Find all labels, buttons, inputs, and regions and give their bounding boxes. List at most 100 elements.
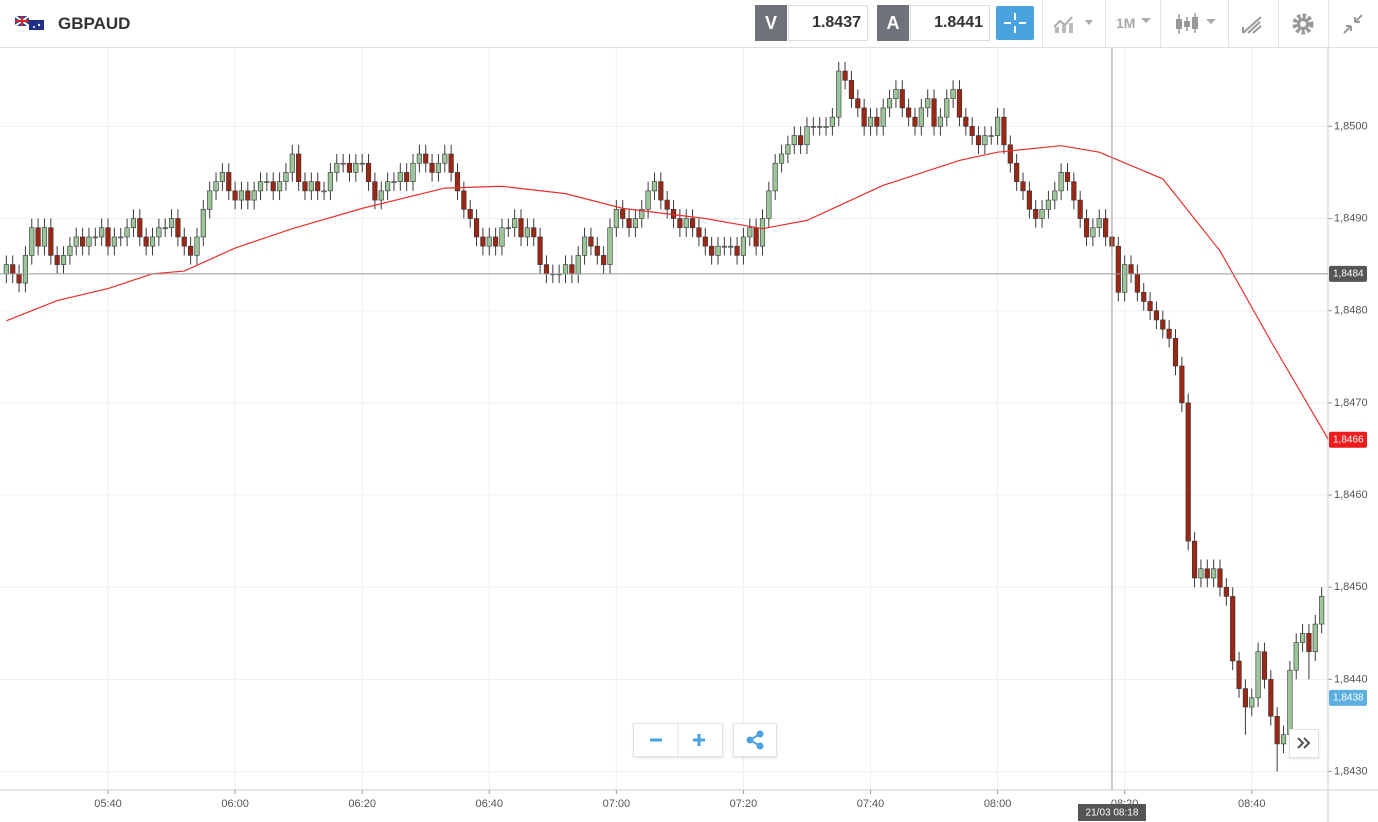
candle-body — [219, 172, 225, 182]
ma-price-tag — [1329, 431, 1367, 448]
candle-body — [569, 264, 575, 275]
candle-body — [1223, 586, 1229, 597]
candle-body — [956, 89, 963, 118]
candle-body — [188, 245, 194, 256]
candle-body — [594, 245, 600, 256]
sell-price[interactable]: 1.8437 — [788, 5, 868, 41]
x-tick-label: 07:20 — [730, 798, 758, 810]
candle-body — [677, 218, 683, 229]
candle-body — [505, 227, 511, 230]
candle-body — [1236, 660, 1242, 689]
candle-body — [473, 218, 480, 238]
sell-button[interactable]: V — [755, 5, 787, 41]
candle-body — [766, 190, 772, 219]
zoom-buttons[interactable] — [634, 724, 722, 756]
candle-style-button[interactable] — [1174, 11, 1220, 37]
candle-body — [918, 107, 924, 127]
candle-body — [982, 135, 988, 146]
scroll-icon — [1297, 737, 1311, 749]
candle-body — [798, 135, 804, 146]
candle-body — [226, 172, 232, 192]
x-tick-label: 07:40 — [857, 798, 885, 810]
draw-tool-button[interactable] — [1240, 12, 1264, 36]
candle-body — [734, 245, 740, 256]
candle-body — [391, 181, 397, 183]
separator — [1278, 0, 1279, 47]
candle-body — [404, 172, 410, 182]
candle-body — [975, 135, 982, 146]
candle-body — [29, 227, 35, 256]
timeframe-button[interactable]: 1M — [1116, 15, 1136, 31]
candle-body — [308, 181, 314, 192]
candle-body — [257, 181, 264, 192]
candle-body — [1039, 209, 1045, 219]
candle-body — [817, 126, 823, 128]
candle-body — [480, 236, 486, 247]
candle-body — [1071, 181, 1077, 201]
candle-body — [1280, 734, 1287, 745]
moving-average — [6, 145, 1329, 440]
candle-body — [1128, 264, 1134, 275]
candle-body — [626, 218, 632, 229]
candle-body — [1198, 568, 1204, 579]
candle-body — [512, 218, 518, 229]
candle-body — [365, 162, 372, 182]
candle-body — [327, 172, 333, 192]
candle-body — [848, 79, 855, 99]
candle-body — [1052, 190, 1058, 201]
candle-body — [639, 209, 645, 219]
crosshair-price-label: 1,8484 — [1333, 268, 1364, 279]
crosshair-time-label: 21/03 08:18 — [1086, 808, 1139, 819]
candle-body — [442, 153, 448, 164]
last-price-tag — [1329, 689, 1367, 706]
candle-body — [1147, 301, 1153, 311]
candle-body — [995, 116, 1001, 136]
candle-body — [963, 116, 969, 127]
candle-body — [499, 227, 505, 247]
candle-body — [48, 227, 54, 256]
candle-body — [137, 218, 143, 238]
separator — [1160, 0, 1161, 47]
candle-body — [168, 218, 175, 229]
collapse-button[interactable] — [1340, 11, 1366, 37]
candle-body — [105, 227, 111, 247]
candle-body — [969, 126, 975, 136]
candle-body — [543, 264, 550, 275]
candle-body — [372, 181, 378, 201]
candle-body — [200, 209, 206, 238]
candle-body — [461, 190, 467, 210]
candle-body — [1268, 679, 1274, 717]
candle-body — [92, 236, 98, 239]
candle-body — [340, 162, 346, 165]
candle-body — [1230, 596, 1236, 662]
candle-body — [1299, 633, 1306, 643]
buy-button[interactable]: A — [877, 5, 909, 41]
candle-body — [149, 236, 156, 247]
settings-button[interactable] — [1290, 11, 1316, 37]
candle-body — [925, 98, 931, 109]
candle-body — [1090, 227, 1096, 238]
candle-body — [410, 162, 416, 182]
candle-body — [893, 89, 899, 99]
chart-type-button[interactable] — [1052, 13, 1098, 35]
candle-body — [467, 209, 473, 219]
candle-body — [1103, 218, 1109, 238]
candle-body — [1160, 319, 1166, 330]
candle-body — [1255, 651, 1261, 699]
x-tick-label: 06:00 — [221, 798, 249, 810]
candle-body — [791, 135, 797, 146]
candle-body — [1141, 291, 1147, 302]
buy-price[interactable]: 1.8441 — [910, 5, 990, 41]
candle-body — [874, 116, 880, 127]
candle-body — [1274, 715, 1280, 745]
candle-body — [283, 172, 289, 182]
candle-body — [988, 135, 994, 137]
candle-body — [296, 153, 302, 182]
candle-body — [1242, 688, 1248, 708]
share-button[interactable] — [733, 723, 777, 757]
crosshair-button[interactable] — [996, 6, 1034, 40]
candle-body — [1293, 642, 1299, 671]
y-tick-label: 1,8440 — [1334, 673, 1368, 685]
scroll-end-button[interactable] — [1289, 729, 1319, 758]
candle-body — [16, 273, 22, 284]
